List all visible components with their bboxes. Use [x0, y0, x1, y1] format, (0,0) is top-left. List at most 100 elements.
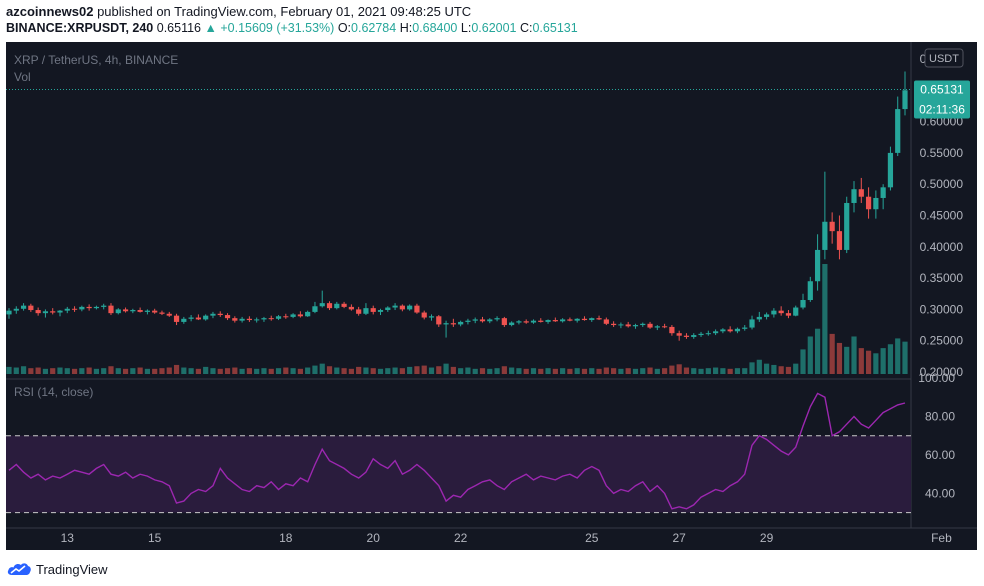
volume-bar: [763, 363, 770, 374]
volume-bar: [902, 341, 908, 374]
volume-bar: [144, 368, 151, 374]
volume-bar: [421, 365, 427, 374]
volume-bar: [895, 338, 901, 374]
volume-bar: [246, 368, 252, 374]
volume-bar: [523, 368, 529, 374]
price-tick-label: 0.25000: [920, 334, 964, 348]
candle: [268, 318, 274, 320]
candle: [64, 308, 70, 311]
volume-bar: [50, 368, 56, 374]
volume-bar: [290, 368, 296, 374]
volume-bar: [691, 368, 697, 374]
candle: [662, 326, 668, 328]
volume-bar: [6, 366, 12, 374]
candle: [836, 231, 843, 250]
volume-bar: [71, 368, 78, 374]
chart-area[interactable]: 0.700000.650000.600000.550000.500000.450…: [6, 42, 977, 550]
tradingview-cloud-icon[interactable]: [6, 561, 32, 577]
volume-bar: [130, 368, 136, 374]
volume-bar: [159, 368, 165, 374]
candle: [596, 318, 602, 320]
candle: [822, 221, 828, 250]
candle: [188, 317, 194, 319]
volume-bar: [501, 366, 507, 374]
candle: [137, 310, 143, 312]
volume-bar: [414, 366, 420, 374]
author-name[interactable]: azcoinnews02: [6, 4, 94, 19]
candle: [479, 319, 486, 322]
price-tick-label: 0.45000: [920, 209, 964, 223]
candle: [42, 311, 49, 314]
volume-bar: [79, 368, 85, 374]
volume-bar: [57, 367, 63, 374]
volume-bar: [450, 366, 456, 374]
candle: [283, 316, 289, 318]
volume-bar: [217, 368, 223, 374]
volume-bar: [611, 368, 617, 374]
volume-bar: [873, 353, 879, 374]
candle: [530, 320, 537, 323]
volume-bar: [166, 367, 172, 374]
price-tag: [914, 80, 970, 119]
candle: [618, 324, 624, 326]
volume-bar: [713, 367, 719, 374]
volume-bar: [443, 363, 449, 374]
volume-bar: [239, 368, 245, 374]
volume-bar: [589, 368, 595, 374]
volume-bar: [326, 366, 333, 374]
candle: [224, 315, 231, 319]
volume-bar: [865, 350, 872, 374]
candle: [166, 313, 172, 316]
volume-bar: [356, 366, 362, 374]
volume-bar: [283, 367, 289, 374]
high-value: 0.68400: [412, 21, 458, 35]
volume-bar: [436, 366, 442, 374]
rsi-tick-label: 40.00: [925, 486, 955, 500]
volume-bar: [603, 367, 609, 374]
candle: [771, 310, 777, 315]
candle: [50, 311, 56, 313]
candle: [698, 333, 704, 336]
candle: [173, 315, 180, 322]
volume-bar: [625, 368, 631, 374]
volume-bar: [319, 363, 325, 374]
candle: [13, 308, 19, 311]
volume-bar: [458, 368, 464, 374]
candle: [181, 318, 187, 322]
candle: [421, 312, 427, 318]
candle: [275, 316, 282, 319]
candle: [472, 319, 478, 321]
candle: [720, 329, 726, 332]
candle: [290, 314, 296, 317]
candle: [246, 318, 252, 321]
volume-bar: [567, 368, 573, 374]
brand-label[interactable]: TradingView: [36, 561, 108, 577]
volume-bar: [618, 368, 624, 374]
candle: [363, 308, 369, 314]
currency-badge: [924, 48, 964, 68]
volume-bar: [472, 368, 478, 374]
candle: [356, 309, 362, 314]
volume-bar: [261, 368, 267, 374]
volume-bar: [822, 264, 828, 374]
rsi-label: RSI (14, close): [14, 385, 94, 399]
chart-svg[interactable]: 0.700000.650000.600000.550000.500000.450…: [6, 42, 977, 550]
volume-bar: [35, 367, 41, 374]
time-tick-label: 15: [148, 531, 162, 545]
volume-bar: [771, 364, 777, 374]
volume-bar: [334, 367, 340, 374]
volume-bar: [800, 349, 806, 374]
candle: [778, 310, 784, 314]
candle: [370, 308, 376, 312]
rsi-band: [6, 435, 911, 513]
volume-bar: [377, 368, 384, 374]
volume-bar: [509, 367, 515, 374]
last-price: 0.65116: [156, 21, 202, 35]
candle: [567, 319, 573, 321]
candle: [589, 318, 595, 321]
price-tick-label: 0.50000: [920, 177, 964, 191]
candle: [494, 318, 500, 320]
candle: [676, 333, 682, 336]
candle: [793, 307, 799, 316]
volume-bar: [254, 368, 260, 374]
